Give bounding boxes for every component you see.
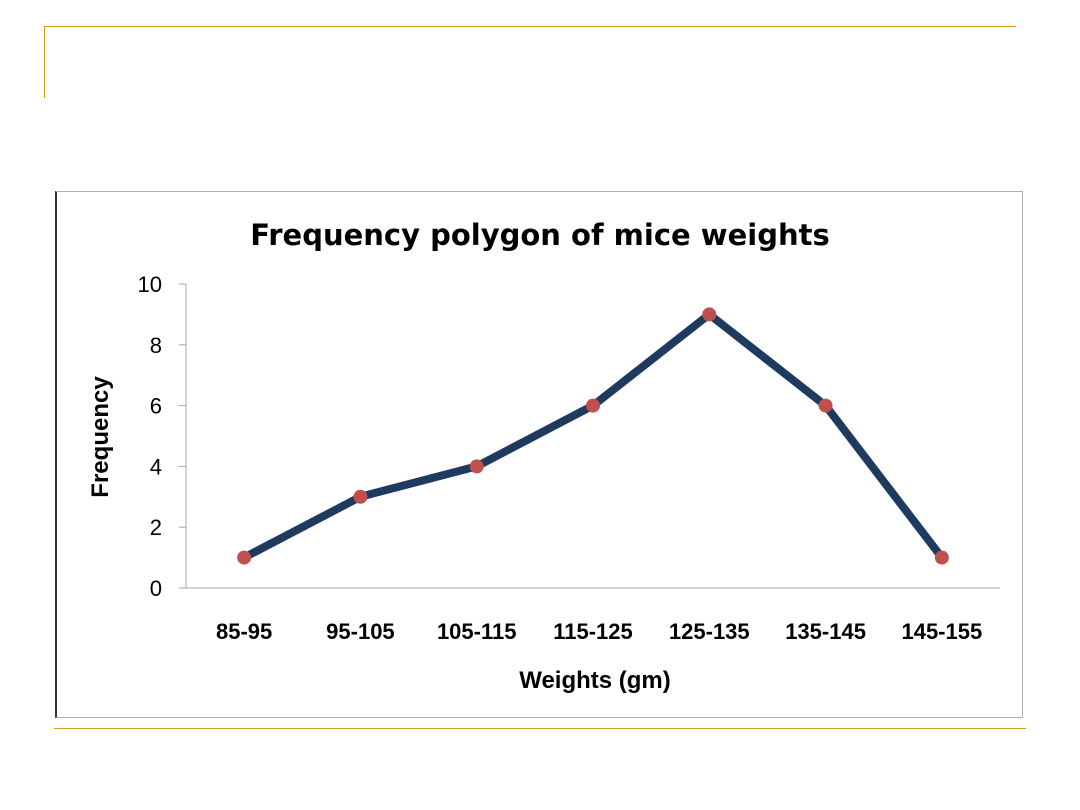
x-category-label: 145-155 (901, 619, 982, 644)
data-point-105-115 (469, 459, 484, 474)
x-category-label: 95-105 (326, 619, 395, 644)
y-axis-label: Frequency (87, 376, 114, 498)
x-category-label: 125-135 (669, 619, 750, 644)
y-tick-label: 2 (150, 515, 162, 540)
slide-accent-line-top (44, 26, 1016, 27)
x-category-label: 135-145 (785, 619, 866, 644)
y-tick-label: 0 (150, 576, 162, 601)
x-axis-label: Weights (gm) (519, 667, 671, 694)
data-point-145-155 (934, 550, 949, 565)
data-series (237, 307, 949, 565)
slide-accent-line-bottom (54, 728, 1026, 729)
data-point-115-125 (586, 398, 600, 413)
x-category-label: 85-95 (216, 619, 272, 644)
data-point-125-135 (702, 307, 717, 322)
y-tick-label: 8 (150, 333, 162, 358)
data-point-85-95 (237, 550, 252, 565)
y-tick-label: 6 (150, 394, 162, 419)
y-tick-label: 4 (150, 454, 162, 479)
slide-accent-line-left (44, 26, 45, 98)
data-point-95-105 (353, 489, 368, 504)
chart-title: Frequency polygon of mice weights (250, 218, 829, 252)
data-point-135-145 (818, 398, 833, 413)
series-line (240, 310, 946, 562)
x-axis-categories: 85-95 95-105 105-115 115-125 125-135 135-145 1… (216, 619, 982, 644)
x-category-label: 105-115 (437, 619, 517, 644)
y-tick-label: 10 (138, 272, 162, 297)
x-category-label: 115-125 (553, 619, 633, 644)
y-axis-ticks: 0 2 4 6 8 10 (138, 272, 186, 601)
